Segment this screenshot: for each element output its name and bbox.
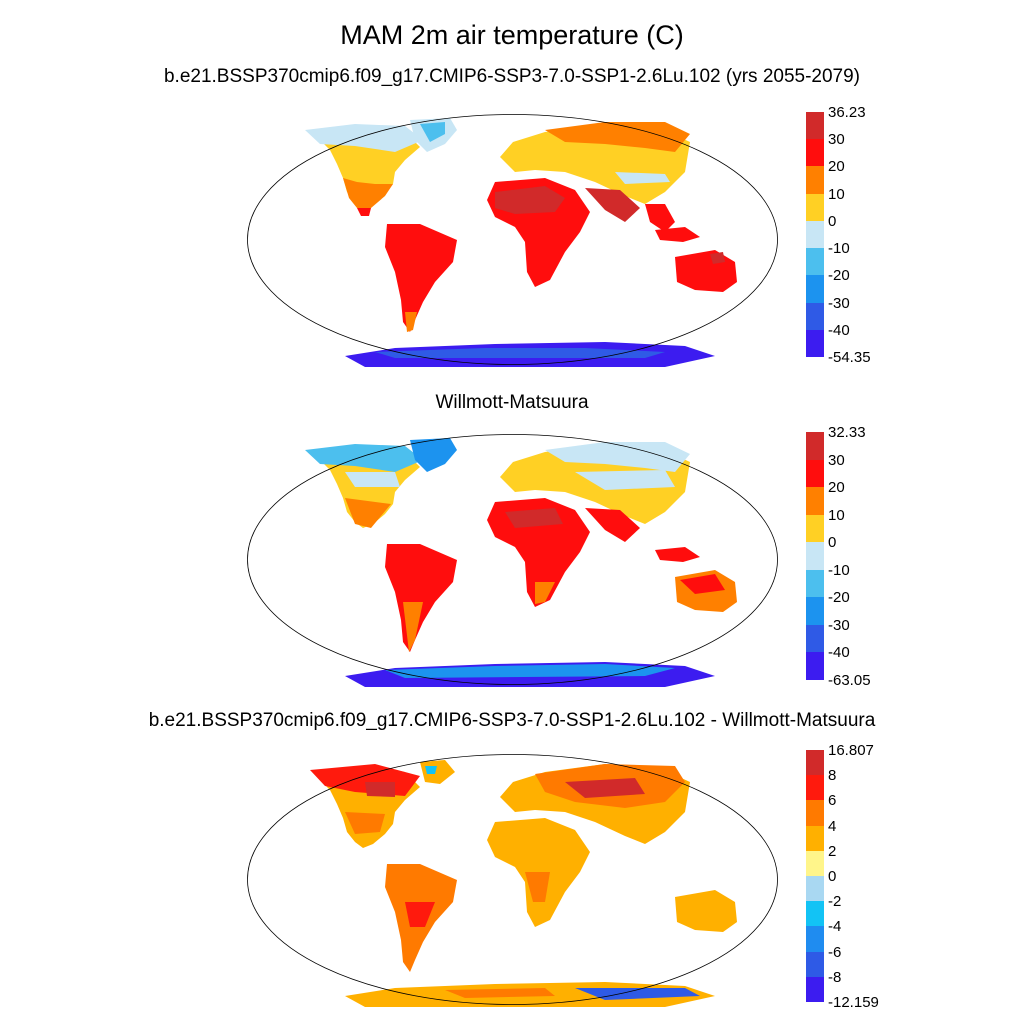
colorbar-segment [806,514,824,543]
colorbar-label: 0 [828,868,837,885]
colorbar-label: 30 [828,451,845,469]
panel-title-model: b.e21.BSSP370cmip6.f09_g17.CMIP6-SSP3-7.… [163,66,861,87]
colorbar-label: 20 [828,158,845,176]
colorbar-segment [806,976,824,1003]
colorbar-label: -12.159 [828,994,879,1011]
colorbar-label: 10 [828,506,845,524]
colorbar-label: 30 [828,131,845,149]
panel-title-obs: Willmott-Matsuura [435,392,589,413]
colorbar-segment [806,166,824,195]
map-fill-obs [305,438,737,687]
colorbar-segment [806,652,824,681]
colorbar-segment [806,926,824,953]
map-fill-model [305,118,737,367]
colorbar-segment [806,432,824,461]
colorbar-segment [806,302,824,331]
colorbar-segment [806,139,824,167]
colorbar-label: 36.23 [828,104,866,121]
colorbar-segment [806,275,824,304]
colorbar-label: 10 [828,185,845,203]
colorbar-label: 0 [828,212,837,230]
colorbar-segment [806,220,824,249]
map-boundary-obs [247,434,778,685]
colorbar-label: -4 [828,918,842,936]
colorbar-label: -30 [828,616,850,634]
colorbar-label: 0 [828,534,837,552]
colorbar-label: 8 [828,767,837,785]
colorbar-segment [806,569,824,598]
colorbar-segment [806,248,824,276]
panel-title-diff: b.e21.BSSP370cmip6.f09_g17.CMIP6-SSP3-7.… [148,710,876,731]
colorbar-label: 20 [828,479,845,497]
colorbar-segment [806,487,824,516]
colorbar-segment [806,624,824,653]
colorbar-label: -10 [828,561,850,579]
colorbar-label: 2 [828,842,837,860]
colorbar-label: 6 [828,792,837,810]
colorbar-segment [806,825,824,852]
colorbar-label: -8 [828,968,842,986]
colorbar-label: -2 [828,893,842,911]
map-model [247,114,778,367]
map-diff [247,754,778,1007]
colorbar-segment [806,901,824,927]
colorbar-segment [806,459,824,488]
figure-title: MAM 2m air temperature (C) [340,20,684,50]
colorbar-segment [806,850,824,877]
colorbar-segments-obs [806,432,824,681]
colorbar-label: -54.35 [828,349,871,366]
colorbar-segment [806,542,824,571]
colorbar-label: -63.05 [828,672,871,689]
colorbar-label: 4 [828,817,837,835]
colorbar-label: -20 [828,267,850,285]
colorbar-segment [806,876,824,902]
colorbar-segment [806,112,824,140]
map-obs [247,434,778,687]
map-boundary-model [247,114,778,365]
colorbar-segments-diff [806,750,824,1003]
colorbar-label: -10 [828,240,850,258]
colorbar-segment [806,597,824,626]
colorbar-label: -40 [828,644,850,662]
colorbar-segment [806,329,824,358]
colorbar-segment [806,951,824,978]
colorbar-label: -6 [828,943,842,961]
map-boundary-diff [247,754,778,1005]
colorbar-segments-model [806,112,824,358]
colorbar-label: -30 [828,294,850,312]
colorbar-segment [806,775,824,801]
colorbar-label: -20 [828,589,850,607]
colorbar-label: 32.33 [828,424,866,441]
colorbar-segment [806,800,824,827]
colorbar-label: 16.807 [828,742,874,759]
colorbar-segment [806,750,824,776]
map-fill-diff [310,760,737,1007]
colorbar-segment [806,193,824,222]
colorbar-label: -40 [828,321,850,339]
